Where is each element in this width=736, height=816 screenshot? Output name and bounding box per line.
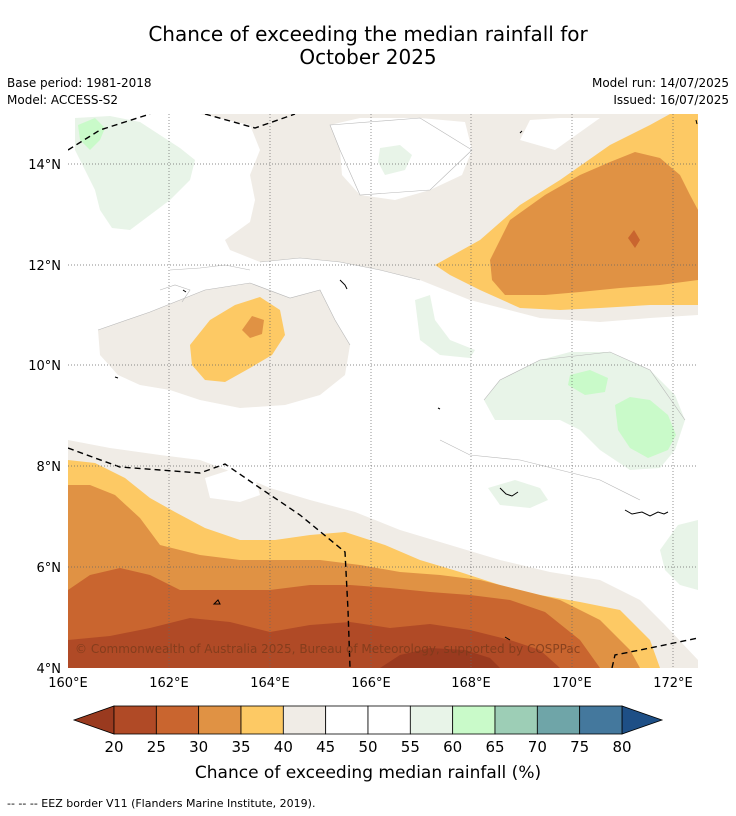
lat-tick-label: 4°N (37, 662, 62, 677)
colorbar-tick-label: 80 (612, 738, 631, 756)
contour-30-35-ne (490, 152, 698, 295)
lon-tick-label: 168°E (451, 676, 491, 691)
colorbar-label: Chance of exceeding median rainfall (%) (195, 763, 541, 783)
colorbar-cell (367, 705, 411, 735)
contour-55-60-mid (415, 295, 475, 358)
colorbar-tick-label: 35 (231, 738, 250, 756)
colorbar-cell (409, 705, 454, 735)
colorbar-tick-label: 55 (401, 738, 420, 756)
island-outlines (114, 119, 698, 641)
colorbar: 20 25 30 35 40 45 50 55 60 65 70 75 80 (72, 705, 664, 756)
colorbar-cell (155, 705, 200, 735)
lat-tick-label: 14°N (28, 158, 61, 173)
colorbar-low-extend (72, 705, 115, 735)
graticule (68, 114, 698, 668)
colorbar-cell (452, 705, 496, 735)
lon-tick-label: 164°E (250, 676, 290, 691)
contour-55-60-s (488, 480, 548, 508)
colorbar-tick-label: 40 (274, 738, 293, 756)
title-line-1: Chance of exceeding the median rainfall … (148, 22, 588, 46)
colorbar-tick-label: 25 (147, 738, 166, 756)
contour-35-40-mid (190, 297, 285, 382)
colorbar-tick-label: 50 (358, 738, 377, 756)
lon-tick-label: 172°E (653, 676, 693, 691)
colorbar-tick-label: 20 (104, 738, 123, 756)
colorbar-tick-label: 30 (189, 738, 208, 756)
lat-tick-labels: 14°N 12°N 10°N 8°N 6°N 4°N (28, 158, 61, 677)
lat-tick-label: 6°N (37, 561, 62, 576)
colorbar-tick-label: 60 (443, 738, 462, 756)
colorbar-cell (325, 705, 369, 735)
colorbar-cell (240, 705, 284, 735)
colorbar-tick-label: 75 (570, 738, 589, 756)
lon-tick-label: 162°E (149, 676, 189, 691)
colorbar-cell (113, 705, 157, 735)
contour-45-50-hole-ne (520, 118, 600, 150)
eez-border (68, 114, 698, 668)
contour-30-35-mid (242, 316, 264, 338)
contour-60-65-nw (78, 118, 105, 150)
issued-date: Issued: 16/07/2025 (613, 93, 729, 107)
copyright-notice: © Commonwealth of Australia 2025, Bureau… (75, 642, 580, 656)
contour-55-60-se (660, 520, 698, 590)
title-line-2: October 2025 (299, 45, 437, 69)
colorbar-high-extend (621, 705, 664, 735)
contour-25-30-ne (628, 230, 640, 248)
colorbar-cell (494, 705, 538, 735)
contour-55-60-nw (75, 116, 195, 230)
colorbar-tick-label: 45 (316, 738, 335, 756)
contour-60-65-east-b (615, 397, 676, 458)
lon-tick-label: 166°E (351, 676, 391, 691)
model-name: Model: ACCESS-S2 (7, 93, 119, 107)
lat-tick-label: 12°N (28, 259, 61, 274)
contour-60-65-east-a (568, 370, 608, 395)
colorbar-cell (198, 705, 242, 735)
lon-tick-label: 170°E (552, 676, 592, 691)
colorbar-tick-label: 65 (485, 738, 504, 756)
lon-tick-label: 160°E (48, 676, 88, 691)
lon-tick-labels: 160°E 162°E 164°E 166°E 168°E 170°E 172°… (48, 676, 693, 691)
contour-below-20-south (380, 648, 500, 668)
lat-tick-label: 8°N (37, 460, 62, 475)
colorbar-tick-label: 70 (528, 738, 547, 756)
colorbar-cell (579, 705, 623, 735)
colorbar-cell (282, 705, 327, 735)
base-period: Base period: 1981-2018 (7, 76, 152, 90)
contour-lines (97, 117, 686, 501)
contour-45-50-hole-south (205, 470, 260, 502)
map-plot-area: © Commonwealth of Australia 2025, Bureau… (68, 114, 698, 668)
contour-55-60-n (378, 145, 412, 175)
colorbar-cell (536, 705, 581, 735)
model-run: Model run: 14/07/2025 (591, 76, 729, 90)
lat-tick-label: 10°N (28, 359, 61, 374)
footnote-eez: -- -- -- EEZ border V11 (Flanders Marine… (7, 797, 316, 810)
